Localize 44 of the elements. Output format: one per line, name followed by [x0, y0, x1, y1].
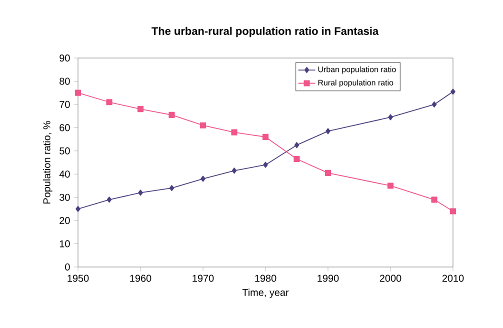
- point: [106, 99, 112, 106]
- y-tick-label: 40: [59, 170, 70, 178]
- point: [294, 142, 300, 148]
- point: [232, 168, 237, 174]
- y-tick-label: 10: [60, 240, 70, 248]
- y-tick-label: 90: [60, 54, 70, 62]
- x-tick-label: 2000: [380, 274, 402, 282]
- point: [74, 90, 82, 96]
- point: [324, 170, 332, 176]
- point: [262, 134, 269, 140]
- point: [200, 122, 206, 128]
- x-tick-label: 1970: [192, 274, 214, 282]
- y-tick-label: 80: [60, 78, 70, 85]
- point: [106, 196, 112, 203]
- point: [168, 112, 175, 118]
- y-tick-label: 60: [60, 124, 70, 132]
- y-tick-label: 20: [60, 217, 70, 224]
- point: [431, 196, 438, 203]
- point: [76, 206, 80, 212]
- point: [169, 185, 174, 192]
- chart-title: The urban-rural population ratio in Fantasia: [152, 26, 379, 38]
- y-tick-label: 50: [60, 147, 70, 154]
- y-tick-label: 30: [60, 194, 70, 201]
- point: [388, 114, 393, 120]
- point: [326, 128, 330, 134]
- x-tick-label: 1980: [255, 274, 276, 282]
- point: [432, 101, 437, 108]
- x-tick-label: 1950: [68, 274, 89, 282]
- point: [138, 190, 143, 196]
- point: [450, 88, 456, 95]
- point: [200, 176, 206, 182]
- point: [450, 208, 456, 214]
- y-tick-label: 0: [65, 263, 70, 271]
- x-tick-label: 1960: [130, 274, 152, 282]
- y-tick-label: 70: [60, 100, 70, 108]
- point: [387, 182, 394, 189]
- x-axis-title: Time, year: [242, 288, 289, 298]
- point: [137, 106, 144, 112]
- point: [263, 162, 268, 168]
- x-tick-label: 2010: [442, 274, 464, 282]
- point: [231, 129, 238, 136]
- y-axis-title: Population ratio, %: [43, 121, 52, 204]
- point: [294, 156, 300, 162]
- x-tick-label: 1990: [318, 274, 339, 282]
